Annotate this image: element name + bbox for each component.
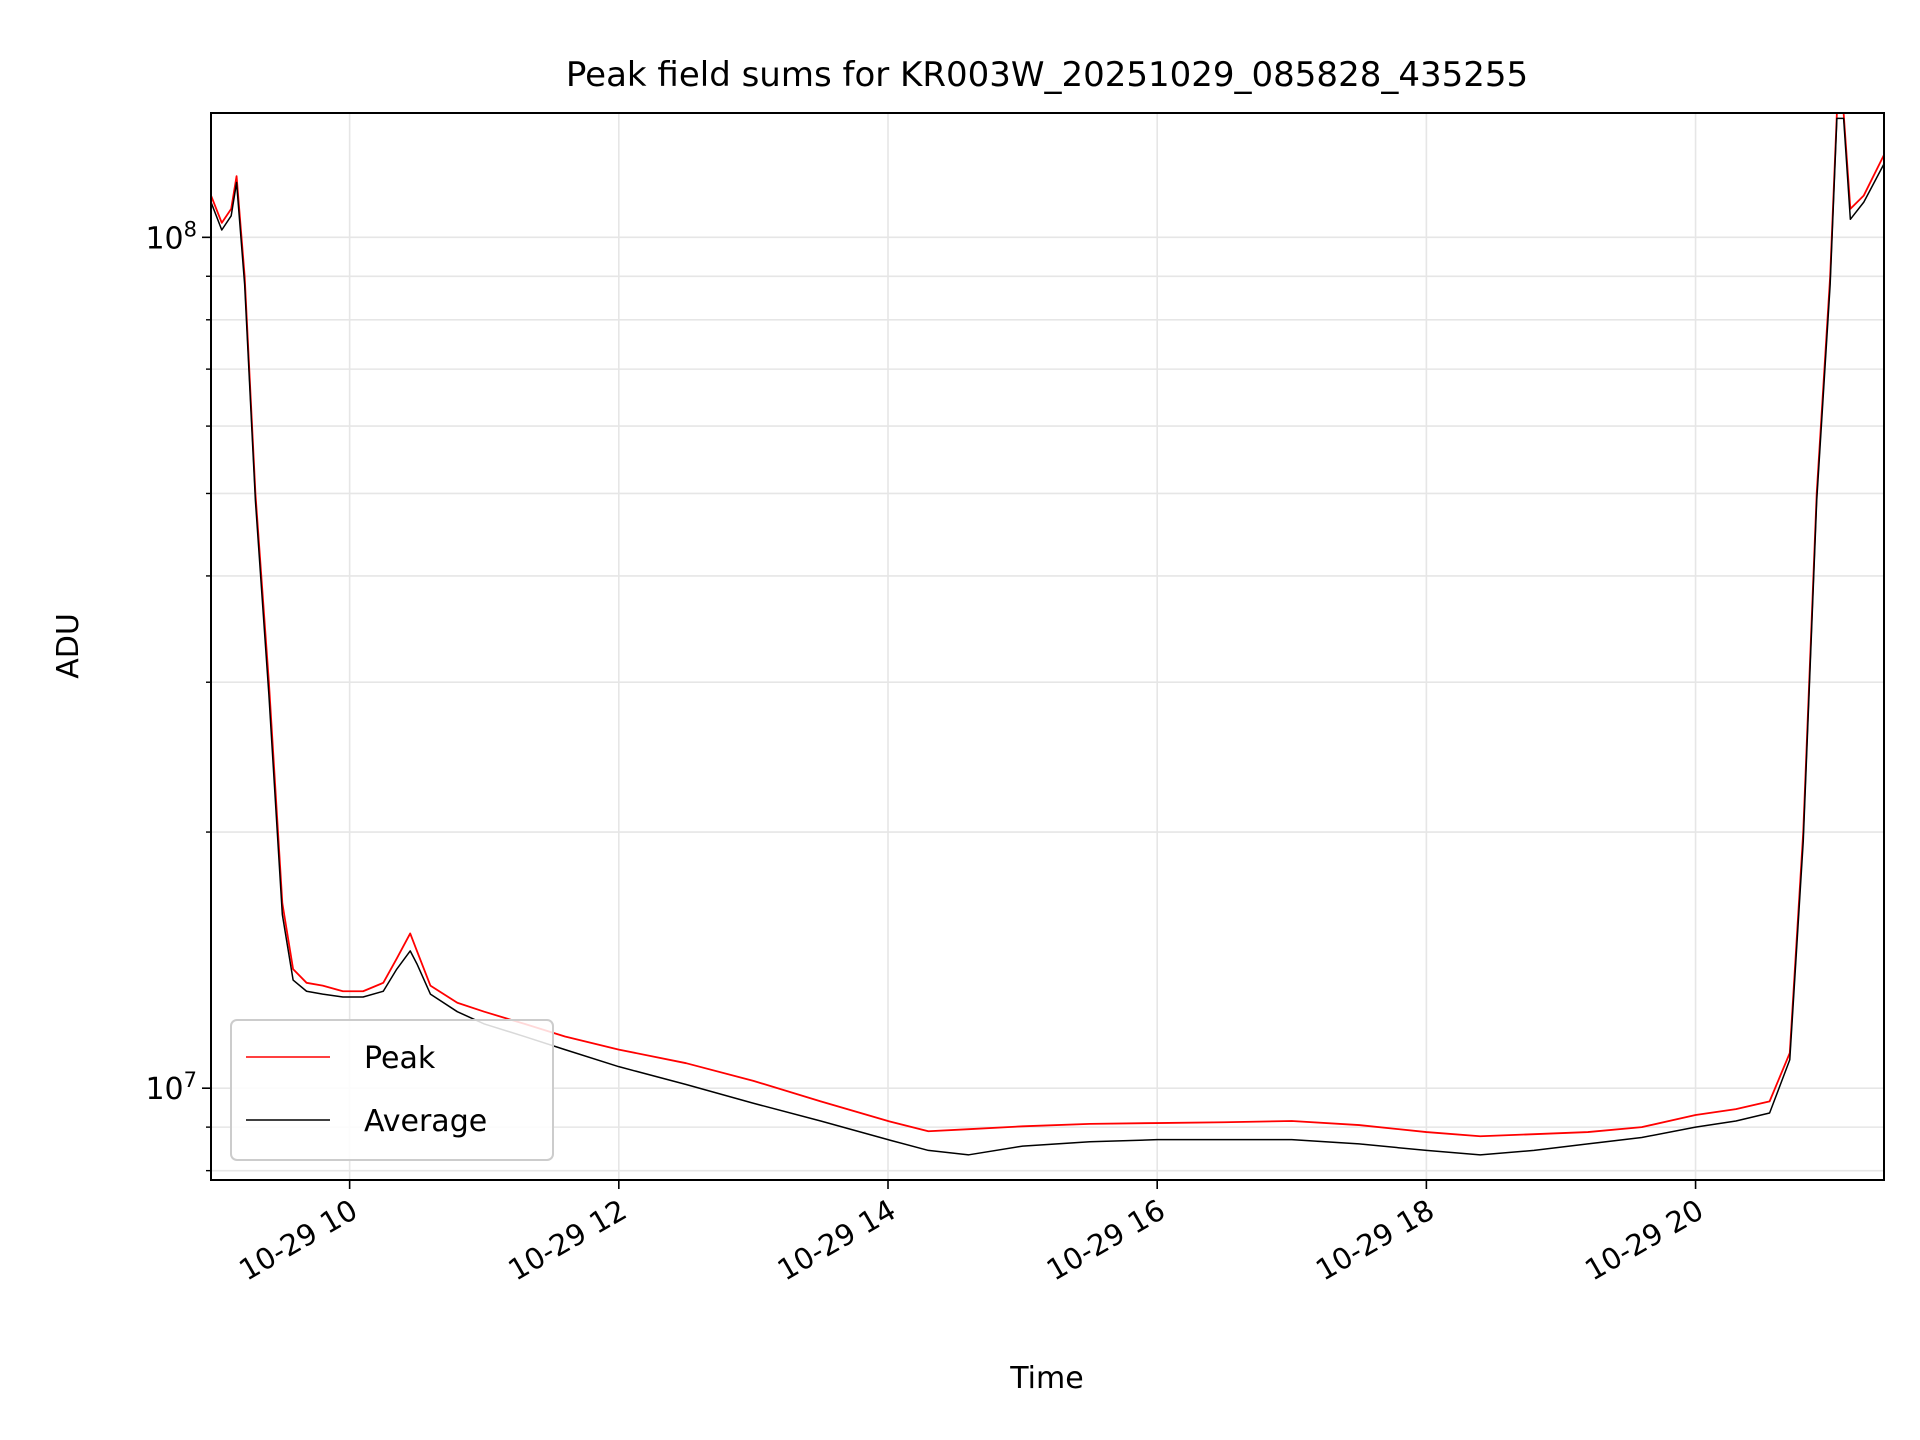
legend: Peak Average [230, 1019, 554, 1161]
grid [211, 113, 1884, 1180]
x-axis-label: Time [1009, 1361, 1083, 1396]
legend-box [230, 1019, 554, 1161]
y-tick-label: 108 [145, 217, 197, 256]
legend-peak-label: Peak [364, 1041, 436, 1076]
axes-frame [210, 112, 1885, 1181]
y-axis: 107 108 [145, 217, 211, 1172]
legend-average-label: Average [364, 1104, 487, 1139]
chart-title: Peak field sums for KR003W_20251029_0858… [566, 55, 1528, 95]
series-line-average [211, 117, 1884, 1156]
y-axis-label: ADU [51, 613, 86, 679]
y-tick-label: 107 [145, 1068, 197, 1107]
plot-series [211, 113, 1884, 1156]
series-line-peak [211, 113, 1884, 1138]
